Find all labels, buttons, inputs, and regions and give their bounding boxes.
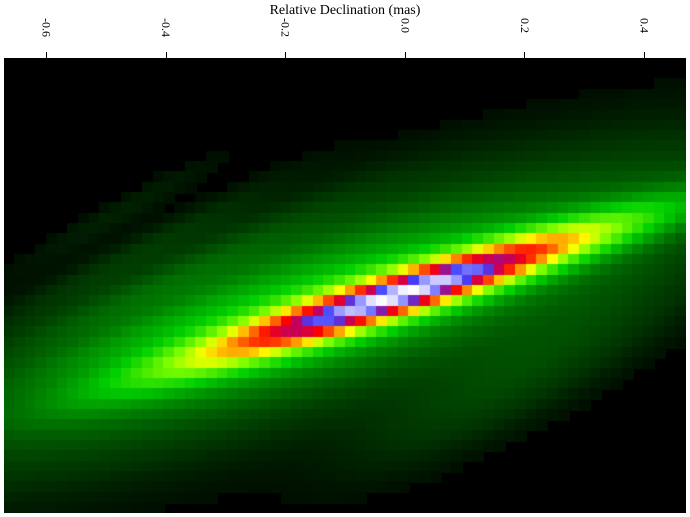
x-axis-ticks: -0.6 -0.4 -0.2 0.0 0.2 0.4 (0, 18, 690, 58)
x-tick-label: -0.4 (158, 18, 173, 37)
intensity-heatmap (4, 58, 686, 513)
x-tick-label: 0.4 (637, 18, 652, 33)
x-tick-label: -0.2 (278, 18, 293, 37)
x-tick-label: -0.6 (38, 18, 53, 37)
x-axis-label: Relative Declination (mas) (0, 0, 690, 19)
x-tick-label: 0.0 (397, 18, 412, 33)
x-tick-label: 0.2 (517, 18, 532, 33)
figure-frame: Relative Declination (mas) -0.6 -0.4 -0.2 0… (0, 0, 690, 517)
